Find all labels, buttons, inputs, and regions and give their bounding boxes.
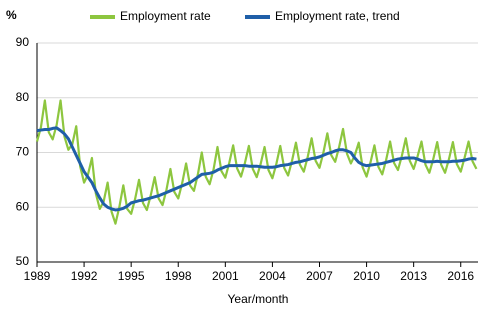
x-tick-label: 1995 bbox=[118, 269, 145, 283]
x-tick-label: 1992 bbox=[71, 269, 98, 283]
y-tick-label: 80 bbox=[16, 90, 30, 104]
x-axis-label: Year/month bbox=[228, 292, 289, 306]
x-tick-label: 1989 bbox=[24, 269, 51, 283]
y-tick-label: 50 bbox=[16, 254, 30, 268]
x-tick-label: 2007 bbox=[306, 269, 333, 283]
y-tick-label: 70 bbox=[16, 145, 30, 159]
x-tick-label: 2016 bbox=[447, 269, 474, 283]
y-tick-label: 90 bbox=[16, 35, 30, 49]
x-tick-label: 2010 bbox=[353, 269, 380, 283]
data-line bbox=[35, 99, 478, 225]
x-tick-label: 2004 bbox=[259, 269, 286, 283]
y-axis-label: % bbox=[6, 8, 17, 22]
legend-label: Employment rate bbox=[120, 9, 211, 23]
x-tick-label: 2013 bbox=[400, 269, 427, 283]
legend-label: Employment rate, trend bbox=[275, 9, 400, 23]
data-line bbox=[36, 126, 477, 212]
x-tick-label: 2001 bbox=[212, 269, 239, 283]
x-tick-label: 1998 bbox=[165, 269, 192, 283]
y-tick-label: 60 bbox=[16, 199, 30, 213]
